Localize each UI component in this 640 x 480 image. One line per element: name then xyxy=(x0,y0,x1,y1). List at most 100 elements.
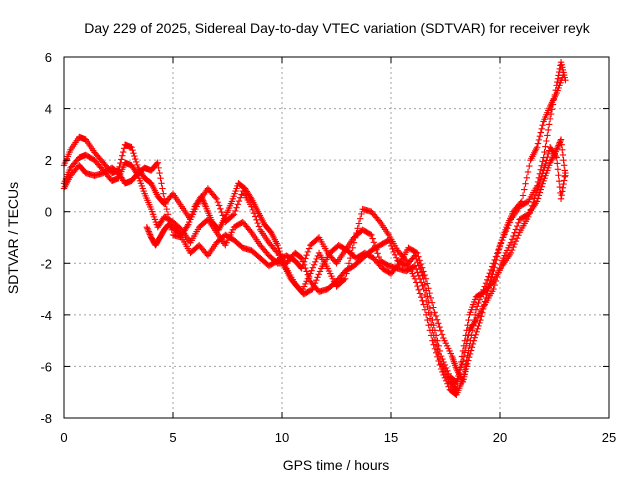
data-point xyxy=(430,331,437,339)
data-point xyxy=(553,154,560,161)
data-point xyxy=(508,236,516,243)
data-point xyxy=(427,294,435,302)
plot-frame xyxy=(63,56,610,419)
data-point xyxy=(545,150,552,158)
data-point xyxy=(536,179,544,186)
data-point xyxy=(480,302,488,309)
data-point xyxy=(237,194,244,201)
data-point xyxy=(434,346,441,353)
data-point xyxy=(485,273,492,280)
data-point xyxy=(552,152,559,160)
data-point xyxy=(473,328,480,336)
data-point xyxy=(437,327,445,334)
data-point xyxy=(481,298,489,305)
data-point xyxy=(558,191,565,199)
data-point xyxy=(461,337,469,344)
data-point xyxy=(528,202,536,210)
data-point xyxy=(555,177,563,185)
data-point xyxy=(416,275,424,283)
data-point xyxy=(132,155,139,163)
data-point xyxy=(375,253,383,261)
data-point xyxy=(358,210,365,218)
data-point xyxy=(429,327,436,334)
data-point xyxy=(199,195,206,203)
data-point xyxy=(453,386,460,393)
y-tick-label: 4 xyxy=(45,102,52,117)
data-point xyxy=(560,71,567,79)
data-point xyxy=(542,143,549,150)
data-point xyxy=(431,309,438,316)
data-point xyxy=(198,194,206,201)
data-point xyxy=(465,357,472,364)
data-point xyxy=(308,286,315,294)
data-point xyxy=(201,200,208,207)
x-axis-label: GPS time / hours xyxy=(283,457,390,473)
data-point xyxy=(299,261,307,269)
data-point xyxy=(254,219,261,227)
data-point xyxy=(308,267,315,274)
data-point xyxy=(535,192,543,199)
data-point xyxy=(414,269,421,276)
data-point xyxy=(425,285,432,292)
data-point xyxy=(559,184,567,191)
data-point xyxy=(537,186,544,193)
data-point xyxy=(559,146,566,154)
x-tick-label: 0 xyxy=(60,430,67,445)
data-point xyxy=(507,249,515,257)
data-point xyxy=(120,145,128,152)
data-point xyxy=(515,232,522,239)
data-point xyxy=(163,205,170,213)
data-point xyxy=(310,282,317,290)
data-point xyxy=(162,200,169,208)
data-point xyxy=(419,282,426,289)
data-point xyxy=(517,199,524,207)
data-point xyxy=(482,294,490,302)
data-point xyxy=(368,231,375,239)
data-point xyxy=(423,280,431,287)
data-point xyxy=(310,261,318,268)
data-point xyxy=(432,312,440,320)
data-point xyxy=(507,239,515,246)
data-point xyxy=(465,316,472,324)
data-point xyxy=(522,180,529,187)
y-tick-label: 0 xyxy=(45,205,52,220)
data-point xyxy=(508,246,516,254)
data-point xyxy=(557,137,564,145)
data-point xyxy=(118,156,125,163)
data-point xyxy=(340,276,348,284)
data-point xyxy=(490,267,497,275)
data-point xyxy=(218,208,225,216)
data-point xyxy=(513,235,521,242)
data-point xyxy=(280,259,287,267)
data-point xyxy=(513,222,521,230)
data-point xyxy=(417,260,425,268)
data-point xyxy=(311,279,319,287)
data-point xyxy=(153,160,161,168)
data-point xyxy=(492,260,499,267)
data-point xyxy=(374,250,381,257)
y-tick-label: -8 xyxy=(40,411,52,426)
data-point xyxy=(535,181,543,189)
data-point xyxy=(533,144,541,151)
data-point xyxy=(470,337,478,344)
data-point xyxy=(465,354,473,361)
data-point xyxy=(164,211,172,218)
data-point xyxy=(235,197,243,205)
data-point xyxy=(538,183,545,190)
data-point xyxy=(489,271,496,278)
data-point xyxy=(554,145,561,152)
data-point xyxy=(469,340,477,348)
data-point xyxy=(375,217,383,224)
data-point xyxy=(146,229,153,237)
data-point xyxy=(349,244,356,252)
data-point xyxy=(466,350,474,358)
data-point xyxy=(562,169,569,177)
data-point xyxy=(532,191,540,198)
data-point xyxy=(160,190,167,197)
data-point xyxy=(477,316,484,324)
data-point xyxy=(510,243,517,251)
data-point xyxy=(537,176,544,183)
data-point xyxy=(143,223,151,231)
data-point xyxy=(214,198,222,206)
data-point xyxy=(200,197,207,204)
